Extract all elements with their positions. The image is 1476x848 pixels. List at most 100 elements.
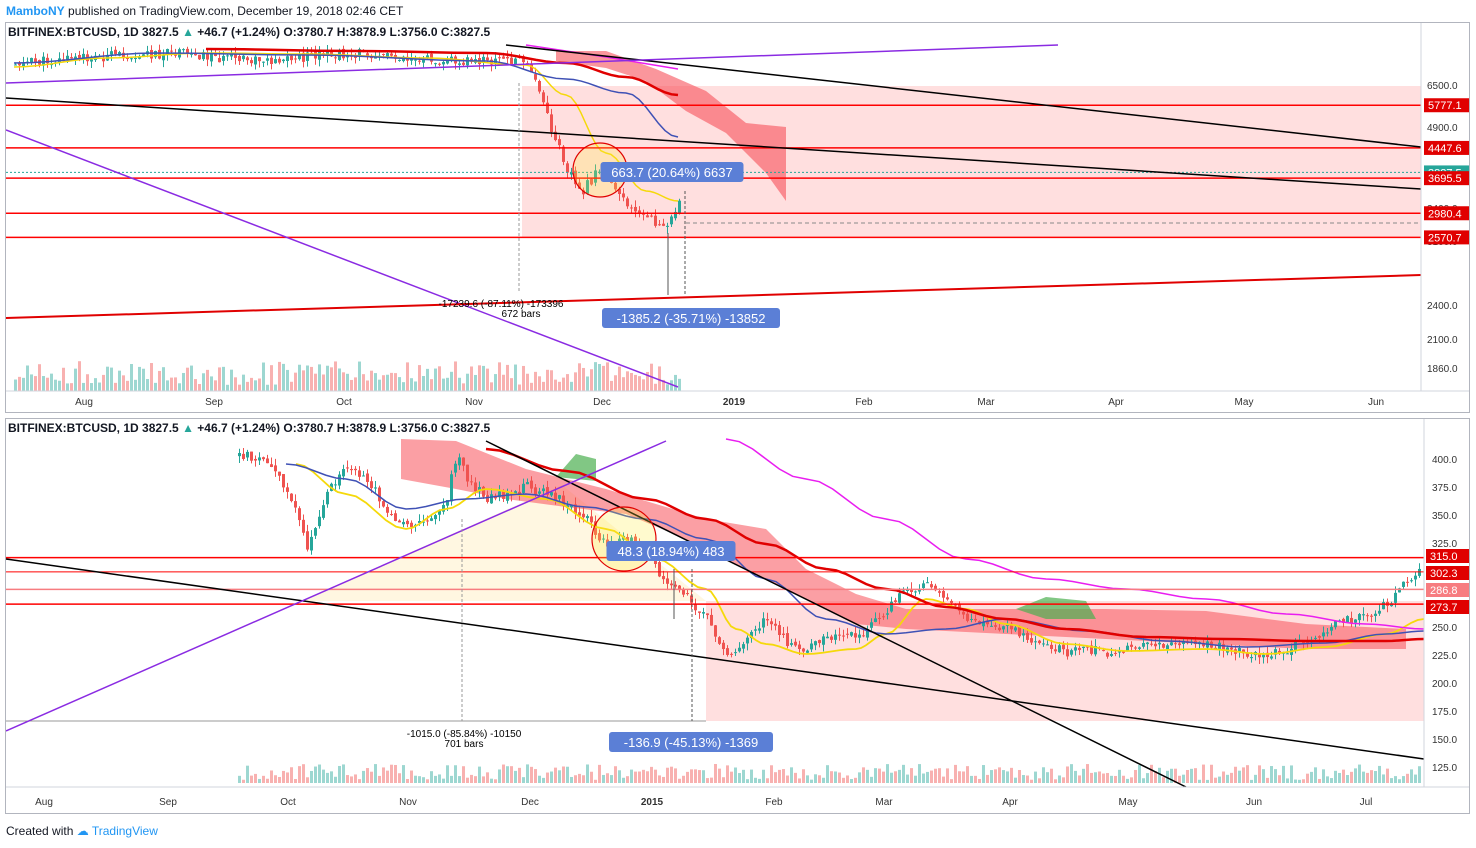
volume-bar (966, 766, 969, 783)
volume-bar (350, 776, 353, 783)
volume-bar (890, 772, 893, 783)
publish-info: published on TradingView.com, December 1… (68, 4, 404, 18)
volume-bar (1130, 777, 1133, 783)
tradingview-link[interactable]: TradingView (91, 824, 158, 838)
candle-body (286, 56, 289, 62)
candle-body (862, 635, 865, 637)
candle-body (30, 57, 33, 63)
candle-body (522, 56, 525, 63)
volume-bar (1242, 767, 1245, 783)
volume-bar (1118, 769, 1121, 783)
candle-body (582, 513, 585, 518)
candle-body (742, 644, 745, 649)
chart-panel-top[interactable]: BITFINEX:BTCUSD, 1D 3827.5 ▲ +46.7 (+1.2… (5, 22, 1470, 413)
author-link[interactable]: MamboNY (6, 4, 65, 18)
volume-bar (318, 364, 321, 391)
volume-bar (302, 370, 305, 391)
candle-body (338, 474, 341, 486)
volume-bar (326, 772, 329, 783)
candle-body (1322, 632, 1325, 637)
price-tick: 2100.0 (1427, 335, 1458, 346)
volume-bar (770, 765, 773, 783)
price-tag-bg (1424, 98, 1469, 113)
candle-body (646, 215, 649, 218)
volume-bar (1166, 770, 1169, 783)
volume-bar (122, 375, 125, 391)
candle-body (590, 179, 593, 185)
time-tick: Dec (593, 397, 611, 408)
ma-red (205, 47, 679, 97)
chart-canvas-bottom[interactable]: 48.3 (18.94%) 483 -136.9 (-45.13%) -1369 -… (6, 419, 1470, 814)
candle-body (754, 629, 757, 631)
candle-body (678, 585, 681, 591)
volume-bar (358, 361, 361, 391)
candle-body (154, 50, 157, 58)
volume-bar (1214, 777, 1217, 783)
volume-bar (978, 778, 981, 783)
candle-body (1090, 645, 1093, 654)
volume-bar (158, 370, 161, 391)
candle-body (426, 55, 429, 59)
candle-body (722, 642, 725, 650)
volume-bar (894, 771, 897, 783)
candle-body (902, 590, 905, 592)
volume-bar (666, 767, 669, 783)
volume-bar (1094, 772, 1097, 783)
candle-body (1262, 654, 1265, 658)
volume-bar (1186, 769, 1189, 783)
candle-body (1162, 644, 1165, 648)
volume-bar (1002, 770, 1005, 783)
volume-bar (1298, 779, 1301, 783)
candle-body (618, 188, 621, 194)
candle-body (1366, 615, 1369, 617)
volume-bar (562, 377, 565, 391)
candle-body (270, 464, 273, 467)
volume-bar (118, 370, 121, 391)
candle-body (1038, 640, 1041, 644)
candle-body (626, 536, 629, 542)
candle-body (918, 589, 921, 592)
volume-bar (958, 771, 961, 783)
volume-bar (402, 765, 405, 783)
volume-bar (1014, 777, 1017, 783)
candle-body (942, 590, 945, 598)
volume-bar (1346, 775, 1349, 783)
volume-bar (1350, 771, 1353, 783)
volume-bar (1202, 764, 1205, 783)
candle-body (1122, 651, 1125, 653)
candle-body (90, 59, 93, 62)
volume-bar (678, 778, 681, 783)
volume-bar (242, 374, 245, 391)
volume-bar (610, 380, 613, 391)
volume-bar (30, 374, 33, 391)
volume-bar (394, 764, 397, 783)
volume-bar (1302, 779, 1305, 783)
candle-body (758, 628, 761, 631)
legend-close: 3827.5 (453, 421, 491, 435)
chart-panel-bottom[interactable]: BITFINEX:BTCUSD, 1D 3827.5 ▲ +46.7 (+1.2… (5, 418, 1470, 814)
volume-bar (246, 381, 249, 391)
volume-bar (502, 374, 505, 391)
volume-bar (1030, 779, 1033, 783)
volume-bar (970, 775, 973, 783)
candle-body (694, 603, 697, 611)
price-tick: 2400.0 (1427, 301, 1458, 312)
ma-yellow (295, 463, 1425, 655)
volume-bar (1282, 765, 1285, 783)
candle-body (266, 58, 269, 61)
candle-body (66, 55, 69, 61)
volume-bar (558, 770, 561, 783)
time-tick: Feb (855, 397, 873, 408)
candle-body (530, 64, 533, 73)
candle-body (846, 633, 849, 635)
candle-body (866, 629, 869, 638)
volume-bar (842, 777, 845, 783)
volume-bar (146, 379, 149, 391)
candle-body (238, 453, 241, 457)
volume-bar (86, 374, 89, 391)
volume-bar (498, 769, 501, 783)
chart-canvas-top[interactable]: 663.7 (20.64%) 6637 -1385.2 (-35.71%) -13… (6, 23, 1470, 413)
bars-count-text: 672 bars (502, 309, 541, 320)
candle-body (1134, 647, 1137, 649)
volume-bar (426, 779, 429, 783)
